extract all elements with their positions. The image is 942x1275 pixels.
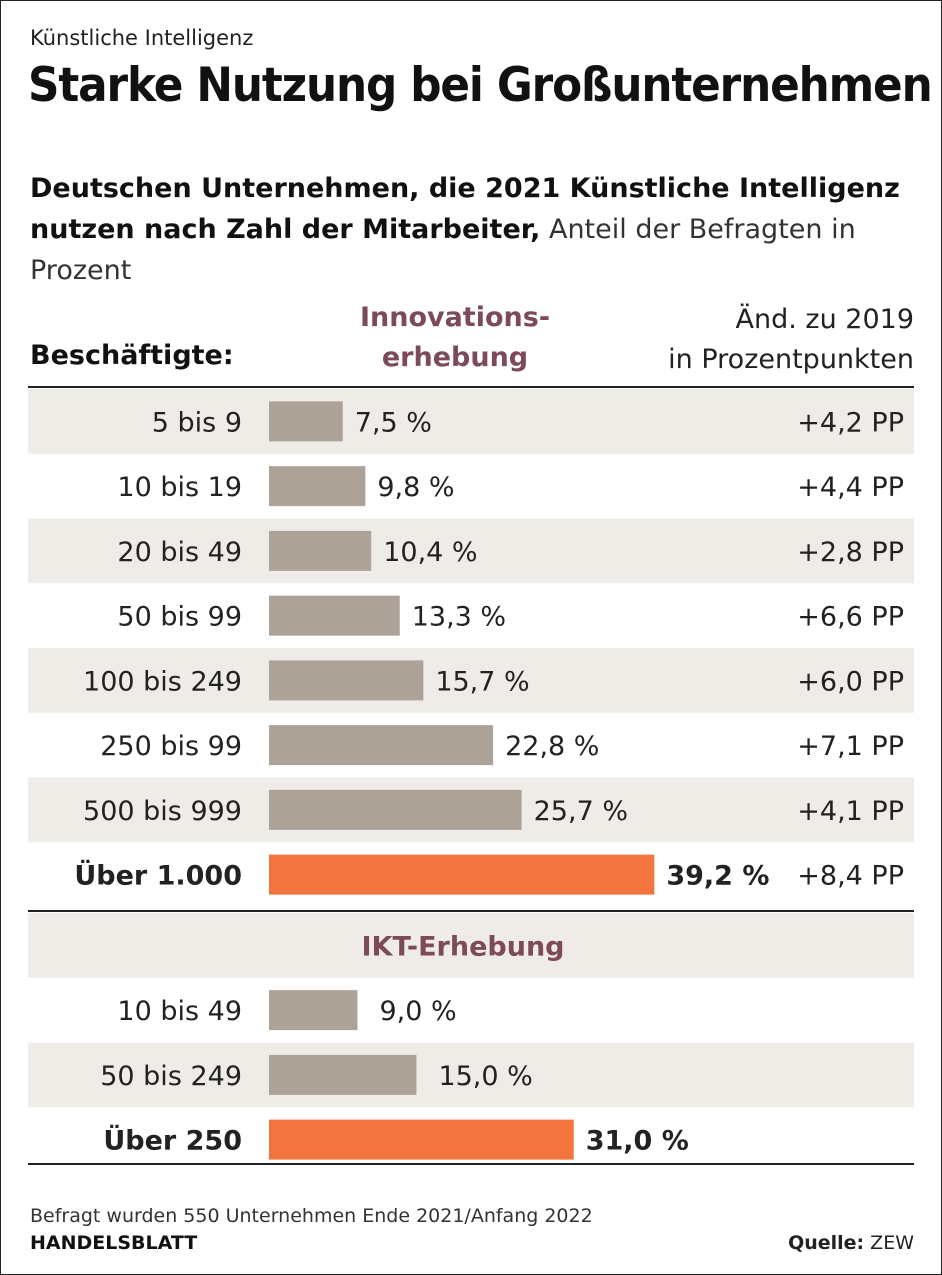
value-label: 15,7 % bbox=[435, 666, 529, 697]
source-value: ZEW bbox=[864, 1232, 914, 1254]
row-shade bbox=[28, 1042, 914, 1108]
category-label: 10 bis 19 bbox=[117, 472, 242, 503]
change-header: Änd. zu 2019 in Prozentpunkten bbox=[668, 300, 914, 380]
category-label: 100 bis 249 bbox=[83, 666, 242, 697]
change-label: +8,4 PP bbox=[797, 861, 904, 892]
bar bbox=[269, 466, 366, 507]
innovation-header-line1: Innovations- bbox=[359, 302, 551, 333]
bottom-rule bbox=[28, 1163, 914, 1165]
brand-logo: HANDELSBLATT bbox=[30, 1232, 198, 1254]
chart-subtitle: Deutschen Unternehmen, die 2021 Künstlic… bbox=[30, 168, 920, 291]
value-label: 31,0 % bbox=[586, 1126, 689, 1157]
category-label: 5 bis 9 bbox=[152, 407, 242, 438]
subtitle-bold: Deutschen Unternehmen, die 2021 Künstlic… bbox=[30, 173, 900, 245]
row-shade bbox=[28, 389, 914, 454]
source: Quelle: ZEW bbox=[788, 1232, 914, 1254]
change-label: +4,1 PP bbox=[797, 796, 904, 827]
footnote: Befragt wurden 550 Unternehmen Ende 2021… bbox=[30, 1205, 593, 1227]
value-label: 25,7 % bbox=[534, 796, 628, 827]
change-label: +4,4 PP bbox=[797, 472, 904, 503]
bar bbox=[269, 401, 343, 442]
subtitle-normal: Anteil der Befragten in Prozent bbox=[30, 214, 856, 286]
source-label: Quelle: bbox=[788, 1232, 865, 1254]
bar bbox=[269, 1054, 417, 1095]
category-label: 50 bis 249 bbox=[100, 1061, 242, 1092]
change-header-line1: Änd. zu 2019 bbox=[735, 304, 914, 335]
category-label: 20 bis 49 bbox=[117, 537, 242, 568]
category-label: 500 bis 999 bbox=[83, 796, 242, 827]
bar bbox=[269, 789, 522, 830]
section-rule bbox=[28, 910, 914, 912]
value-label: 10,4 % bbox=[383, 537, 477, 568]
change-label: +6,6 PP bbox=[797, 602, 904, 633]
value-label: 15,0 % bbox=[438, 1061, 532, 1092]
change-label: +7,1 PP bbox=[797, 731, 904, 762]
change-label: +4,2 PP bbox=[797, 407, 904, 438]
chart-title: Starke Nutzung bei Großunternehmen bbox=[28, 58, 933, 113]
row-shade bbox=[28, 913, 914, 978]
value-label: 9,8 % bbox=[377, 472, 454, 503]
innovation-header: Innovations- erhebung bbox=[350, 298, 560, 378]
bar bbox=[269, 854, 655, 895]
value-label: 39,2 % bbox=[666, 861, 769, 892]
category-label: 50 bis 99 bbox=[117, 602, 242, 633]
category-label: Über 1.000 bbox=[74, 859, 242, 892]
bar bbox=[269, 990, 358, 1031]
top-rule bbox=[28, 386, 914, 388]
bar bbox=[269, 1119, 574, 1160]
bar bbox=[269, 530, 372, 571]
employees-header: Beschäftigte: bbox=[30, 340, 234, 371]
change-header-line2: in Prozentpunkten bbox=[668, 344, 914, 375]
innovation-header-line2: erhebung bbox=[381, 342, 529, 373]
bar bbox=[269, 660, 424, 701]
bar bbox=[269, 595, 400, 636]
value-label: 13,3 % bbox=[412, 602, 506, 633]
change-label: +6,0 PP bbox=[797, 666, 904, 697]
change-label: +2,8 PP bbox=[797, 537, 904, 568]
bar bbox=[269, 725, 494, 766]
category-label: 250 bis 99 bbox=[100, 731, 242, 762]
section-label: IKT-Erhebung bbox=[361, 931, 564, 962]
row-shade bbox=[28, 648, 914, 713]
category-label: 10 bis 49 bbox=[117, 996, 242, 1027]
value-label: 22,8 % bbox=[505, 731, 599, 762]
value-label: 9,0 % bbox=[379, 996, 456, 1027]
kicker: Künstliche Intelligenz bbox=[30, 26, 254, 50]
value-label: 7,5 % bbox=[355, 407, 432, 438]
row-shade bbox=[28, 518, 914, 584]
category-label: Über 250 bbox=[103, 1124, 242, 1157]
